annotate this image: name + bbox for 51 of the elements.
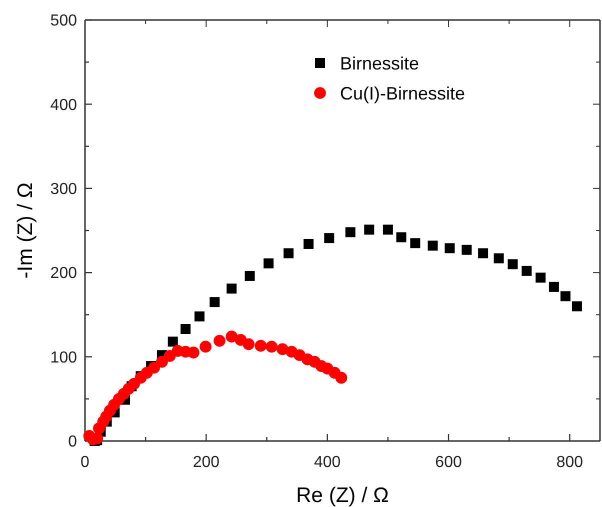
point [335,372,348,384]
y-tick-label: 400 [50,96,78,114]
y-tick-label: 500 [50,12,78,30]
x-tick-label: 800 [556,454,584,471]
point [508,259,518,270]
point [304,238,314,249]
point [266,340,278,353]
point [156,356,168,368]
y-tick-label: 200 [50,265,78,282]
point [168,336,178,347]
y-tick-label: 0 [68,434,78,451]
y-tick-label: 300 [50,181,78,198]
point [536,272,546,283]
point [244,270,255,281]
x-tick-label: 400 [314,454,341,471]
point [572,301,582,312]
y-axis-title: -Im (Z) / Ω [14,182,37,279]
point [396,232,406,242]
point [226,330,238,342]
point [148,362,160,374]
x-tick-label: 600 [435,454,462,471]
point [264,258,274,268]
point [494,253,504,264]
y-tick-label: 100 [50,349,78,366]
point [444,243,455,254]
point [428,240,438,251]
point [364,224,374,235]
point [194,311,205,322]
point [560,291,570,302]
point [345,227,356,238]
x-tick-label: 0 [80,454,90,471]
point [214,334,226,347]
point [478,248,488,258]
point [254,340,267,352]
point [284,248,294,258]
x-axis-title: Re (Z) / Ω [296,484,389,507]
point [382,224,393,235]
legend-label: Cu(I)-Birnessite [340,83,466,104]
point [226,284,237,294]
point [410,238,420,248]
point [210,297,220,308]
point [548,282,559,292]
point [242,338,255,350]
point [200,340,212,353]
point [324,233,334,244]
x-tick-label: 200 [192,454,220,471]
legend-label: Birnessite [340,53,420,74]
point [188,346,200,358]
point [180,324,191,334]
point [522,266,532,276]
point [462,244,472,255]
